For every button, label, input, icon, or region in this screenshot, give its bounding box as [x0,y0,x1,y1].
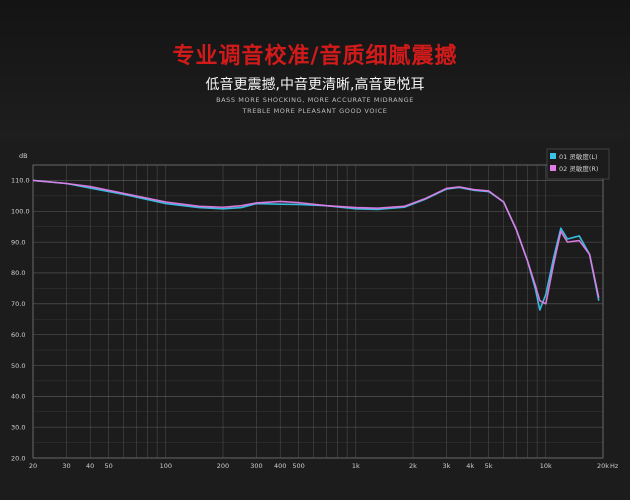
x-tick-label: 20 [29,462,37,470]
x-tick-label: 50 [104,462,112,470]
english-tagline-2: TREBLE MORE PLEASANT GOOD VOICE [242,107,388,115]
x-tick-label: 2k [409,462,417,470]
x-axis-label: Hz [610,462,619,470]
english-tagline-1: BASS MORE SHOCKING, MORE ACCURATE MIDRAN… [216,96,414,104]
legend-swatch-right [550,165,556,171]
chart-svg: 20.0 30.0 40.0 50.0 60.0 70.0 80.0 90.0 100.0 110… [0,140,630,500]
x-tick-label: 500 [292,462,304,470]
legend-label-left: 01 灵敏度(L) [559,152,598,161]
x-tick-label: 200 [217,462,229,470]
y-tick-label: 90.0 [11,238,25,246]
legend-box [546,148,610,180]
x-tick-label: 4k [466,462,474,470]
y-tick-label: 110.0 [11,177,30,185]
y-axis-label: dB [19,152,28,160]
y-tick-label: 60.0 [11,331,25,339]
page-subtitle: 低音更震撼,中音更清晰,高音更悦耳 [205,77,425,93]
legend-label-right: 02 灵敏度(R) [559,164,598,173]
x-tick-label: 400 [274,462,286,470]
x-tick-label: 40 [86,462,94,470]
x-tick-label: 30 [62,462,70,470]
x-tick-label: 5k [485,462,493,470]
grid [32,164,604,459]
x-tick-label: 20k [597,462,609,470]
series [32,179,600,311]
y-tick-label: 50.0 [11,362,25,370]
x-tick-label: 10k [540,462,552,470]
y-tick-label: 30.0 [11,423,25,431]
y-tick-label: 100.0 [11,208,30,216]
header-banner: 专业调音校准/音质细腻震撼 低音更震撼,中音更清晰,高音更悦耳 BASS MOR… [0,0,630,140]
x-tick-label: 100 [160,462,172,470]
x-tick-label: 1k [352,462,360,470]
y-tick-label: 70.0 [11,300,25,308]
x-tick-label: 300 [250,462,262,470]
legend: 01 灵敏度(L) 02 灵敏度(R) [546,148,610,180]
frequency-response-chart: 20.0 30.0 40.0 50.0 60.0 70.0 80.0 90.0 100.0 110… [0,140,630,500]
y-tick-label: 20.0 [11,454,25,462]
x-tick-label: 3k [443,462,451,470]
axes: 20.0 30.0 40.0 50.0 60.0 70.0 80.0 90.0 100.0 110… [11,152,619,470]
series-line-right [32,179,600,305]
y-tick-label: 80.0 [11,269,25,277]
legend-swatch-left [550,153,556,159]
chart-background [0,140,630,500]
page-title: 专业调音校准/音质细腻震撼 [172,44,458,69]
y-tick-label: 40.0 [11,393,25,401]
